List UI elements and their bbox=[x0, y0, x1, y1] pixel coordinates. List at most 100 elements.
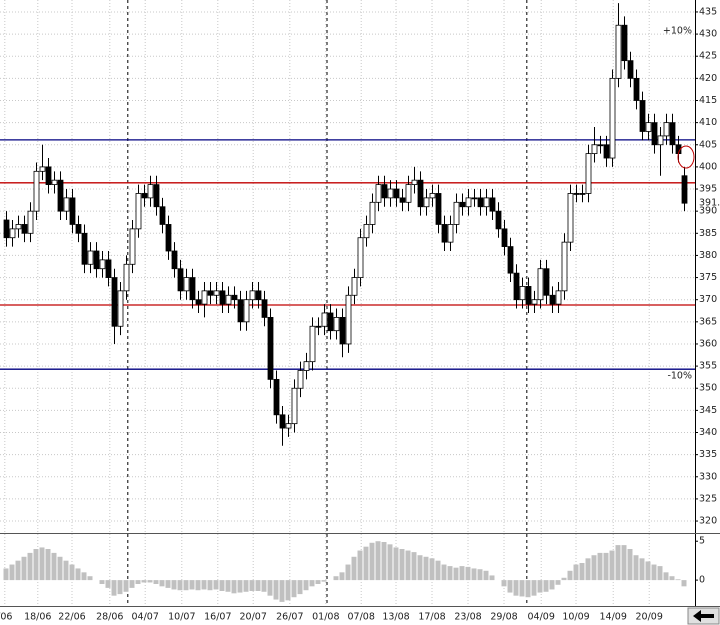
histogram-bar bbox=[531, 580, 537, 596]
histogram-bar bbox=[105, 580, 111, 588]
histogram-bar bbox=[375, 541, 381, 581]
candle-body bbox=[411, 179, 418, 186]
candle-body bbox=[387, 188, 394, 199]
x-tick-label: 10/09 bbox=[562, 612, 589, 623]
candle-body bbox=[435, 193, 442, 225]
histogram-bar bbox=[513, 580, 519, 596]
candle-body bbox=[159, 206, 166, 225]
candle-body bbox=[225, 294, 232, 305]
candle-body bbox=[489, 197, 496, 212]
histogram-bar bbox=[267, 580, 273, 596]
scroll-button[interactable] bbox=[687, 607, 720, 625]
histogram-bar bbox=[147, 580, 153, 583]
histogram-bar bbox=[207, 580, 213, 591]
candle-body bbox=[405, 184, 412, 203]
histogram-bar bbox=[639, 558, 645, 581]
candle-body bbox=[105, 259, 112, 278]
x-tick-label: 17/08 bbox=[418, 612, 445, 623]
histogram-bar bbox=[489, 575, 495, 581]
candle-body bbox=[15, 224, 22, 230]
candle-body bbox=[513, 272, 520, 301]
candle-body bbox=[3, 219, 10, 239]
candle-body bbox=[285, 423, 292, 429]
highlight-circle bbox=[677, 145, 695, 169]
candle-body bbox=[579, 193, 586, 195]
arrow-icon[interactable] bbox=[693, 610, 714, 622]
candle-body bbox=[99, 259, 106, 270]
histogram-bar bbox=[153, 580, 159, 584]
y-tick-label: 335 bbox=[699, 449, 717, 460]
annotation: +10% bbox=[663, 25, 692, 36]
candle-body bbox=[267, 317, 274, 380]
histogram-bar bbox=[465, 566, 471, 581]
candle-body bbox=[75, 224, 82, 234]
candle-body bbox=[543, 268, 550, 296]
candle-body bbox=[507, 246, 514, 274]
x-tick-label: 07/08 bbox=[348, 612, 375, 623]
x-tick-label: 18/06 bbox=[24, 612, 51, 623]
histogram-bar bbox=[621, 545, 627, 581]
histogram-bar bbox=[591, 555, 597, 581]
candle-body bbox=[147, 184, 154, 199]
candle-body bbox=[207, 290, 214, 296]
histogram-bar bbox=[219, 580, 225, 591]
histogram-bar bbox=[507, 580, 513, 593]
candle-body bbox=[531, 299, 538, 305]
x-tick-label: 23/08 bbox=[454, 612, 481, 623]
candle-body bbox=[669, 122, 676, 146]
histogram-bar bbox=[189, 580, 195, 590]
histogram-bar bbox=[555, 580, 561, 585]
candle-body bbox=[327, 312, 334, 332]
histogram-bar bbox=[123, 580, 129, 592]
candle-body bbox=[303, 361, 310, 371]
histogram-bar bbox=[33, 549, 39, 581]
candle-body bbox=[615, 24, 622, 79]
candle-body bbox=[57, 179, 64, 212]
histogram-bar bbox=[447, 566, 453, 581]
histogram-bar bbox=[579, 563, 585, 581]
histogram-bar bbox=[39, 547, 45, 581]
histogram-bar bbox=[309, 580, 315, 587]
y-tick-label: 430 bbox=[699, 29, 717, 40]
y-tick-label: 420 bbox=[699, 73, 717, 84]
candle-body bbox=[321, 312, 328, 327]
histogram-bar bbox=[111, 580, 117, 596]
histogram-bar bbox=[57, 556, 63, 581]
histogram-bar bbox=[429, 558, 435, 581]
histogram-bar bbox=[615, 545, 621, 581]
histogram-bar bbox=[87, 576, 93, 581]
histogram-bar bbox=[249, 580, 255, 591]
histogram-bar bbox=[525, 580, 531, 598]
grid-layer bbox=[0, 0, 698, 606]
histogram-bar bbox=[99, 580, 105, 584]
x-tick-label: 04/09 bbox=[528, 612, 555, 623]
histogram-bar bbox=[471, 568, 477, 581]
candle-body bbox=[429, 193, 436, 199]
x-tick-label: 29/08 bbox=[490, 612, 517, 623]
histogram-bar bbox=[117, 580, 123, 595]
histogram-bar bbox=[135, 580, 141, 584]
y-tick-label: 350 bbox=[699, 383, 717, 394]
candle-body bbox=[627, 60, 634, 79]
histogram-bar bbox=[171, 580, 177, 590]
y-tick-label: 0 bbox=[699, 575, 705, 586]
candle-body bbox=[519, 286, 526, 301]
candle-body bbox=[417, 179, 424, 208]
x-tick-label: 10/07 bbox=[168, 612, 195, 623]
candle-body bbox=[69, 197, 76, 225]
candle-body bbox=[501, 228, 508, 247]
candle-body bbox=[51, 179, 58, 186]
histogram-bar bbox=[321, 580, 327, 582]
y-tick-label: 425 bbox=[699, 51, 717, 62]
candle-body bbox=[63, 197, 70, 212]
histogram-bar bbox=[345, 564, 351, 581]
candle-body bbox=[597, 144, 604, 147]
candle-body bbox=[183, 277, 190, 292]
histogram-bar bbox=[261, 580, 267, 592]
candle-body bbox=[399, 197, 406, 203]
candle-body bbox=[117, 290, 124, 327]
histogram-bar bbox=[405, 550, 411, 581]
histogram-bar bbox=[627, 549, 633, 581]
marks-layer bbox=[0, 3, 695, 602]
candle-body bbox=[363, 224, 370, 239]
